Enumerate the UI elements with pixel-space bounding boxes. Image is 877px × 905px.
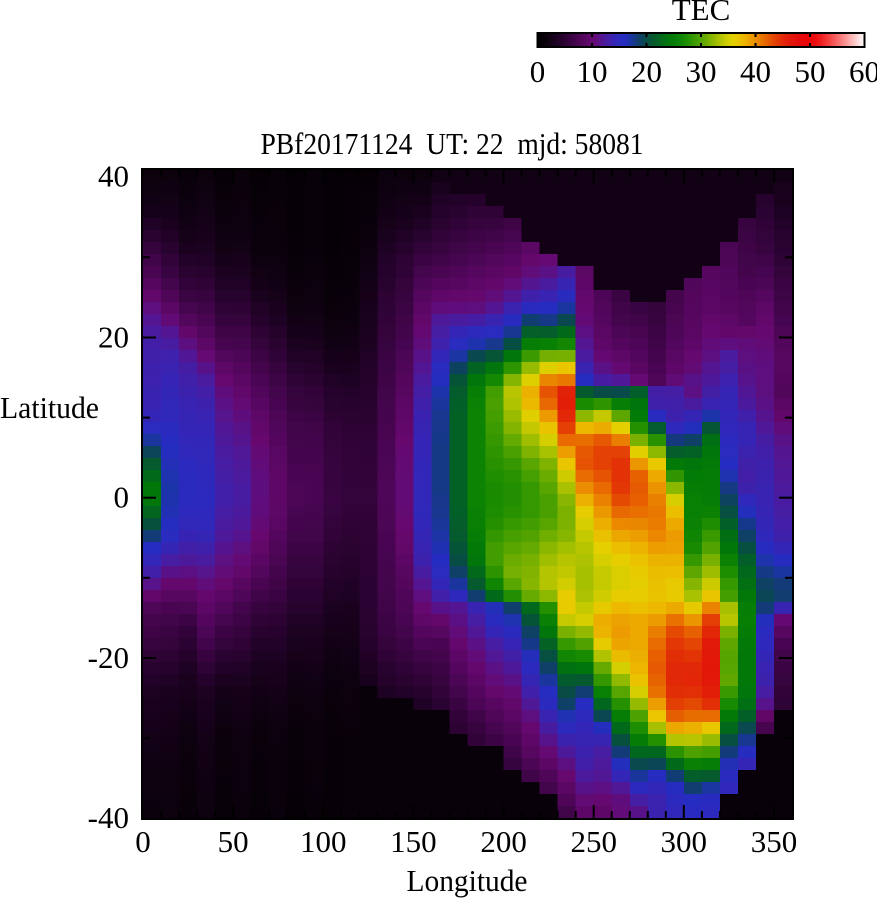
svg-text:20: 20: [98, 319, 129, 354]
svg-text:350: 350: [751, 824, 798, 859]
svg-text:200: 200: [480, 824, 527, 859]
svg-text:50: 50: [218, 824, 249, 859]
svg-text:10: 10: [577, 54, 608, 89]
svg-text:60: 60: [849, 54, 877, 89]
svg-text:150: 150: [390, 824, 437, 859]
svg-text:0: 0: [530, 54, 546, 89]
svg-text:40: 40: [740, 54, 771, 89]
svg-text:PBf20171124 UT: 22 mjd: 5808: PBf20171124 UT: 22 mjd: 58081: [261, 126, 644, 161]
svg-text:TEC: TEC: [672, 0, 731, 27]
svg-text:100: 100: [300, 824, 347, 859]
svg-text:Longitude: Longitude: [407, 863, 528, 898]
svg-text:250: 250: [570, 824, 617, 859]
svg-text:-20: -20: [88, 640, 129, 675]
svg-text:40: 40: [98, 159, 129, 194]
svg-text:-40: -40: [88, 800, 129, 835]
svg-text:0: 0: [135, 824, 151, 859]
svg-text:30: 30: [686, 54, 717, 89]
svg-text:50: 50: [795, 54, 826, 89]
svg-text:300: 300: [661, 824, 708, 859]
svg-text:0: 0: [114, 480, 130, 515]
svg-text:Latitude: Latitude: [0, 390, 99, 425]
svg-text:20: 20: [631, 54, 662, 89]
